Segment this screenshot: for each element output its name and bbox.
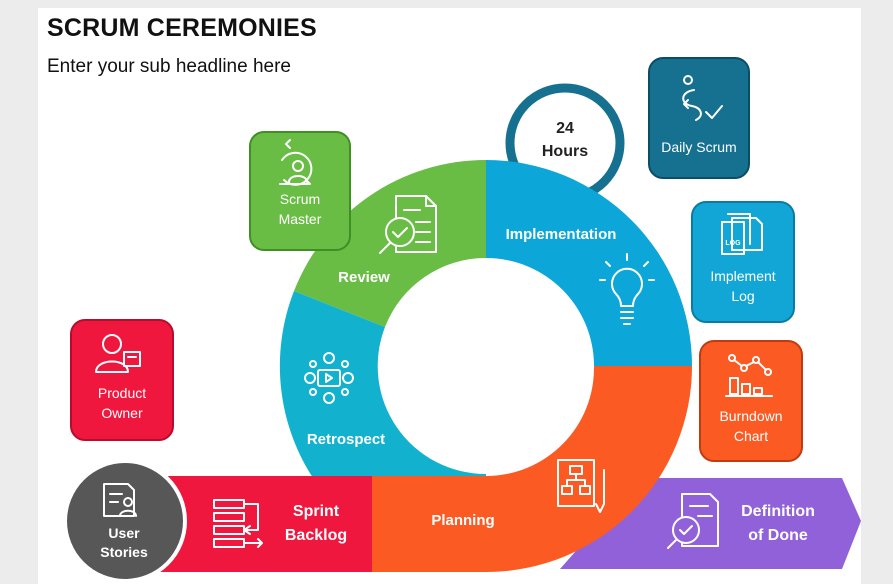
page-title: SCRUM CEREMONIES <box>47 14 317 42</box>
page-subtitle: Enter your sub headline here <box>47 56 291 77</box>
user-stories-circle[interactable] <box>63 459 187 583</box>
scrum-master-box[interactable] <box>249 131 351 251</box>
chart-icon <box>725 354 773 397</box>
definition-of-done-label-1: Definition <box>741 503 815 520</box>
burndown-chart-label-1: Burndown <box>719 408 782 424</box>
product-owner-label-2: Owner <box>101 405 143 421</box>
log-icon-text: LOG <box>725 240 741 247</box>
implement-log-box[interactable] <box>691 201 795 323</box>
loop-arrow-icon <box>682 75 723 121</box>
sprint-backlog-label-1: Sprint <box>293 503 340 520</box>
retrospect-network-icon <box>304 352 354 404</box>
label-implementation: Implementation <box>506 226 617 243</box>
lightbulb-icon <box>599 253 655 325</box>
label-retrospect: Retrospect <box>307 431 385 448</box>
backlog-flow-icon <box>213 499 263 548</box>
timer-line2: Hours <box>542 143 588 160</box>
sprint-backlog-label-2: Backlog <box>285 527 347 544</box>
label-planning: Planning <box>431 512 494 529</box>
planning-flowchart-icon <box>557 459 605 513</box>
segment-implementation[interactable] <box>486 160 692 366</box>
sprint-backlog-band[interactable] <box>150 476 372 572</box>
burndown-chart-box[interactable] <box>699 340 803 462</box>
definition-of-done-label-2: of Done <box>748 527 808 544</box>
product-owner-box[interactable] <box>70 319 174 441</box>
burndown-chart-label-2: Chart <box>734 428 768 444</box>
user-stories-label-1: User <box>108 525 140 541</box>
user-stories-label-2: Stories <box>100 544 148 560</box>
scrum-master-label-1: Scrum <box>280 191 320 207</box>
segment-planning[interactable] <box>372 366 692 572</box>
scrum-master-icon <box>279 139 313 186</box>
log-documents-icon <box>721 213 763 255</box>
implement-log-label-2: Log <box>731 288 754 304</box>
review-document-icon <box>379 195 437 254</box>
user-stories-icon <box>103 483 137 517</box>
definition-of-done-icon <box>667 493 719 549</box>
label-review: Review <box>338 269 390 286</box>
daily-scrum-label: Daily Scrum <box>661 139 736 155</box>
implement-log-label-1: Implement <box>710 268 775 284</box>
scrum-master-label-2: Master <box>279 211 322 227</box>
timer-line1: 24 <box>556 120 574 137</box>
product-owner-label-1: Product <box>98 385 146 401</box>
product-owner-icon <box>95 334 141 373</box>
